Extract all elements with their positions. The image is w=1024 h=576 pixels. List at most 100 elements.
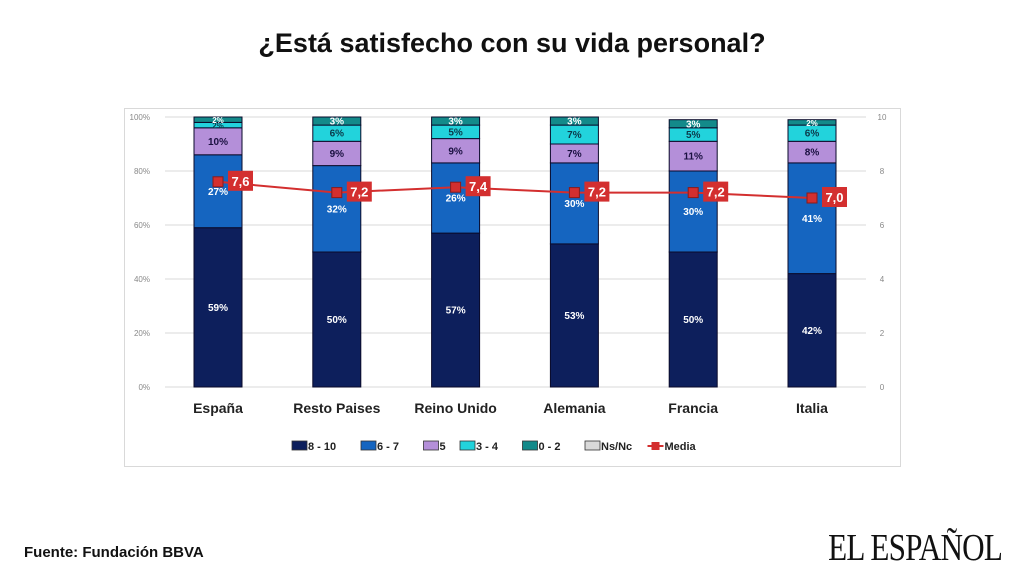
bar-data-label: 7% xyxy=(567,149,582,160)
bar-segment xyxy=(549,243,599,388)
bar-segment xyxy=(193,116,243,123)
legend-label: Ns/Nc xyxy=(601,441,632,453)
bar-data-label: 3% xyxy=(686,119,701,130)
media-marker xyxy=(331,187,343,199)
bar-segment xyxy=(668,119,718,129)
media-marker xyxy=(806,192,818,204)
bar-data-label: 57% xyxy=(446,306,466,317)
media-label-box xyxy=(584,181,610,202)
bar-segment xyxy=(549,116,599,126)
y-left-tick-label: 20% xyxy=(134,329,150,338)
media-data-label: 7,6 xyxy=(231,174,249,189)
media-label-box xyxy=(228,170,253,191)
bar-data-label: 6% xyxy=(805,129,820,140)
bar-segment xyxy=(312,140,362,167)
x-tick-label: España xyxy=(193,400,243,416)
x-tick-label: Francia xyxy=(668,400,718,416)
media-marker xyxy=(687,187,699,199)
x-tick-label: Reino Unido xyxy=(414,400,496,416)
bar-data-label: 27% xyxy=(208,187,228,198)
bar-segment xyxy=(668,251,718,388)
bar-data-label: 11% xyxy=(683,152,703,163)
x-tick-label: Resto Paises xyxy=(293,400,380,416)
bar-data-label: 53% xyxy=(564,311,584,322)
bar-data-label: 42% xyxy=(802,326,822,337)
bar-data-label: 59% xyxy=(208,303,228,314)
legend-label: 8 - 10 xyxy=(308,441,336,453)
media-marker xyxy=(212,176,224,188)
bar-data-label: 50% xyxy=(327,315,347,326)
legend-label: Media xyxy=(665,441,697,453)
media-data-label: 7,2 xyxy=(588,185,606,200)
y-left-tick-label: 60% xyxy=(134,221,150,230)
bar-data-label: 9% xyxy=(448,146,463,157)
legend-swatch xyxy=(522,440,538,451)
legend-swatch xyxy=(423,440,439,451)
y-right-tick-label: 0 xyxy=(880,383,885,392)
y-left-tick-label: 100% xyxy=(130,113,150,122)
chart-panel xyxy=(124,108,901,467)
bar-segment xyxy=(549,162,599,245)
y-right-tick-label: 8 xyxy=(880,167,885,176)
bar-data-label: 2% xyxy=(806,119,818,128)
y-right-tick-label: 2 xyxy=(880,329,885,338)
media-data-label: 7,2 xyxy=(350,185,368,200)
bar-segment xyxy=(312,251,362,388)
bar-data-label: 3% xyxy=(567,117,582,128)
source-note: Fuente: Fundación BBVA xyxy=(24,544,204,561)
y-right-tick-label: 6 xyxy=(880,221,885,230)
bar-data-label: 30% xyxy=(564,199,584,210)
el-espanol-logo: EL ESPAÑOL xyxy=(828,527,1003,569)
bar-segment xyxy=(193,127,243,156)
bar-segment xyxy=(193,227,243,388)
bar-data-label: 50% xyxy=(683,315,703,326)
y-left-tick-label: 0% xyxy=(138,383,150,392)
bar-segment xyxy=(668,140,718,172)
y-left-tick-label: 40% xyxy=(134,275,150,284)
media-marker xyxy=(568,187,580,199)
legend-swatch xyxy=(291,440,308,451)
media-label-box xyxy=(465,176,491,197)
y-right-tick-label: 10 xyxy=(878,113,887,122)
bar-segment xyxy=(431,232,481,388)
legend-label: 3 - 4 xyxy=(476,441,499,453)
media-data-label: 7,2 xyxy=(707,185,725,200)
bar-data-label: 7% xyxy=(567,130,582,141)
bar-data-label: 6% xyxy=(330,129,345,140)
media-label-box xyxy=(822,187,847,207)
x-tick-label: Italia xyxy=(796,400,828,416)
bar-segment xyxy=(431,116,481,126)
bar-data-label: 2% xyxy=(212,122,224,131)
legend-swatch xyxy=(584,440,601,451)
media-label-box xyxy=(703,181,729,202)
media-data-label: 7,4 xyxy=(469,179,488,194)
bar-data-label: 9% xyxy=(330,149,345,160)
bar-segment xyxy=(787,162,837,275)
y-right-tick-label: 4 xyxy=(880,275,885,284)
legend-label: 0 - 2 xyxy=(539,441,561,453)
bar-data-label: 5% xyxy=(448,127,463,138)
bar-segment xyxy=(431,162,481,234)
media-data-label: 7,0 xyxy=(825,190,843,205)
bar-data-label: 10% xyxy=(208,137,228,148)
bar-segment xyxy=(312,165,362,253)
bar-data-label: 3% xyxy=(448,117,463,128)
chart-title: ¿Está satisfecho con su vida personal? xyxy=(258,28,766,58)
x-tick-label: Alemania xyxy=(543,400,605,416)
legend-swatch xyxy=(360,440,377,451)
bar-data-label: 2% xyxy=(212,116,224,125)
media-marker xyxy=(450,181,462,193)
legend-media-marker xyxy=(651,442,660,450)
bar-data-label: 41% xyxy=(802,214,822,225)
bar-segment xyxy=(787,119,837,126)
y-left-tick-label: 80% xyxy=(134,167,150,176)
bar-segment xyxy=(312,116,362,126)
bar-data-label: 5% xyxy=(686,130,701,141)
bar-data-label: 32% xyxy=(327,204,347,215)
bar-data-label: 30% xyxy=(683,207,703,218)
bar-data-label: 26% xyxy=(446,194,466,205)
bar-data-label: 8% xyxy=(805,148,820,159)
media-label-box xyxy=(346,181,372,202)
legend-swatch xyxy=(459,440,476,451)
